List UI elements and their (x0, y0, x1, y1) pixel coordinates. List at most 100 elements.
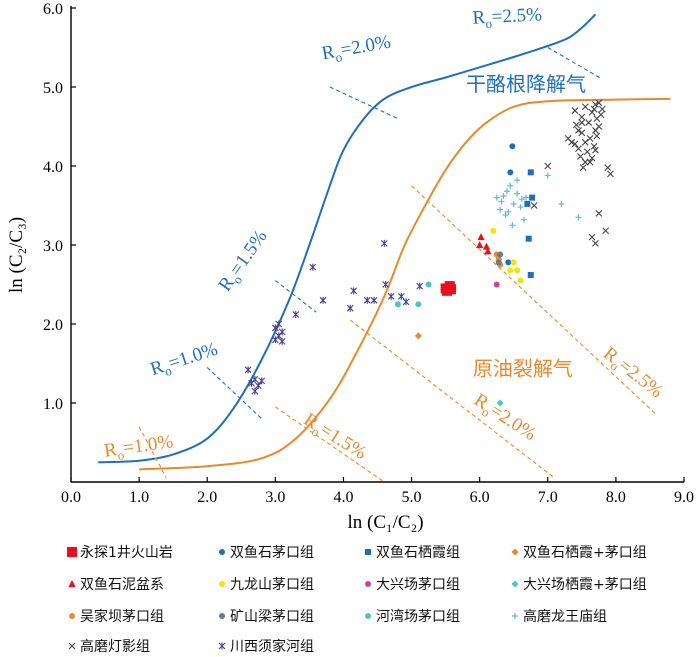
data-point (415, 301, 422, 308)
legend-item: 双鱼石栖霞组 (365, 544, 460, 561)
legend-item: 大兴场栖霞+茅口组 (511, 577, 647, 593)
data-point (507, 182, 514, 189)
data-point (446, 284, 457, 295)
data-point (309, 263, 317, 271)
ro-label: Ro=2.5% (597, 343, 667, 405)
series-8 (496, 399, 504, 407)
data-point (592, 100, 599, 108)
x-tick-label: 2.0 (197, 489, 217, 506)
data-point (292, 311, 300, 319)
legend-marker (365, 613, 371, 619)
series-5 (476, 233, 492, 255)
data-point (254, 382, 262, 390)
legend-item: 双鱼石茅口组 (219, 544, 314, 561)
data-point (476, 241, 484, 248)
data-point (578, 119, 586, 126)
ro-label: Ro=1.0% (103, 431, 175, 464)
x-tick-label: 8.0 (606, 489, 626, 506)
legend-marker (365, 549, 371, 555)
data-point (586, 158, 594, 166)
data-point (258, 377, 266, 385)
series-12 (493, 172, 582, 229)
data-point (278, 337, 286, 345)
gas-type-curves (98, 13, 671, 471)
y-tick-label: 1.0 (43, 396, 63, 413)
data-point (370, 296, 378, 304)
ro-label-value: =2.5% (614, 355, 667, 403)
legend-label: 双鱼石栖霞+茅口组 (523, 544, 647, 561)
data-point (350, 287, 358, 295)
legend-marker (67, 547, 77, 557)
data-point (572, 121, 580, 129)
data-point (244, 366, 252, 374)
ro-label-value: =1.0% (122, 431, 175, 459)
data-point (597, 111, 605, 119)
axes: 0.0 1.0 2.0 3.0 4.0 5.0 6.0 7.0 8.0 9.0 1.0 2.0 3.0 4… (6, 1, 694, 533)
data-point (507, 169, 514, 176)
legend-label: 双鱼石茅口组 (230, 544, 314, 561)
annotations: Ro=1.0%Ro=1.5%Ro=2.0%Ro=2.5%Ro=1.0%Ro=1.… (103, 4, 667, 466)
legend-item: 川西须家河组 (218, 638, 314, 655)
ro-label-r: R (103, 439, 119, 462)
legend-item: 高磨灯影组 (68, 638, 150, 655)
data-point (529, 194, 536, 201)
ro-label: Ro=1.0% (148, 339, 222, 383)
ro-label-value: =1.5% (316, 419, 370, 464)
data-point (607, 170, 614, 178)
data-point (579, 164, 587, 171)
data-point (588, 233, 596, 241)
data-point (527, 272, 534, 279)
data-point (527, 169, 534, 176)
x-tick-label: 4.0 (333, 489, 353, 506)
legend-item: 河湾场茅口组 (365, 608, 460, 625)
series-4 (414, 332, 422, 340)
data-point (425, 281, 432, 288)
legend-marker (511, 580, 519, 588)
legend-item: 吴家坝茅口组 (69, 608, 164, 625)
ro-label-sub: o (117, 447, 126, 463)
series-10 (495, 251, 504, 266)
data-point (595, 123, 603, 130)
data-point (497, 206, 504, 213)
data-point (275, 320, 283, 328)
ro-line (206, 367, 263, 420)
ro-label: Ro=1.5% (215, 226, 275, 297)
data-point (482, 242, 491, 250)
y-tick-label: 4.0 (43, 159, 63, 176)
ro-label-value: =1.5% (226, 226, 272, 279)
ro-label: Ro=2.0% (320, 31, 393, 67)
legend-label: 永探1井火山岩 (80, 545, 173, 561)
ro-line (138, 426, 167, 479)
data-point (578, 129, 586, 137)
ro-label-value: =2.0% (486, 400, 540, 445)
data-point (595, 99, 603, 107)
ro-line (329, 86, 399, 120)
series-11 (394, 281, 432, 308)
legend-item: 九龙山茅口组 (219, 577, 314, 593)
data-point (604, 164, 612, 171)
data-point (581, 103, 589, 111)
data-point (590, 105, 598, 113)
data-point (394, 301, 401, 308)
data-point (497, 251, 504, 258)
data-point (517, 277, 524, 284)
curve-oil-cracking (139, 97, 671, 471)
ro-label: Ro=1.5% (298, 409, 370, 466)
data-point (382, 281, 390, 288)
legend-label: 河湾场茅口组 (376, 608, 460, 625)
data-point (602, 227, 610, 235)
data-point (571, 107, 579, 115)
y-axis-title: ln (C₂/C₃) (6, 217, 27, 293)
ro-label-r: R (320, 41, 336, 64)
ro-line (349, 319, 555, 479)
data-point (524, 200, 531, 207)
data-point (571, 140, 579, 148)
legend-marker (69, 613, 75, 619)
data-point (592, 146, 599, 154)
legend-marker (511, 548, 519, 556)
data-point (514, 190, 521, 197)
data-point (510, 259, 517, 266)
ro-isolines (138, 47, 658, 483)
data-point (575, 127, 582, 134)
data-point (505, 208, 512, 215)
